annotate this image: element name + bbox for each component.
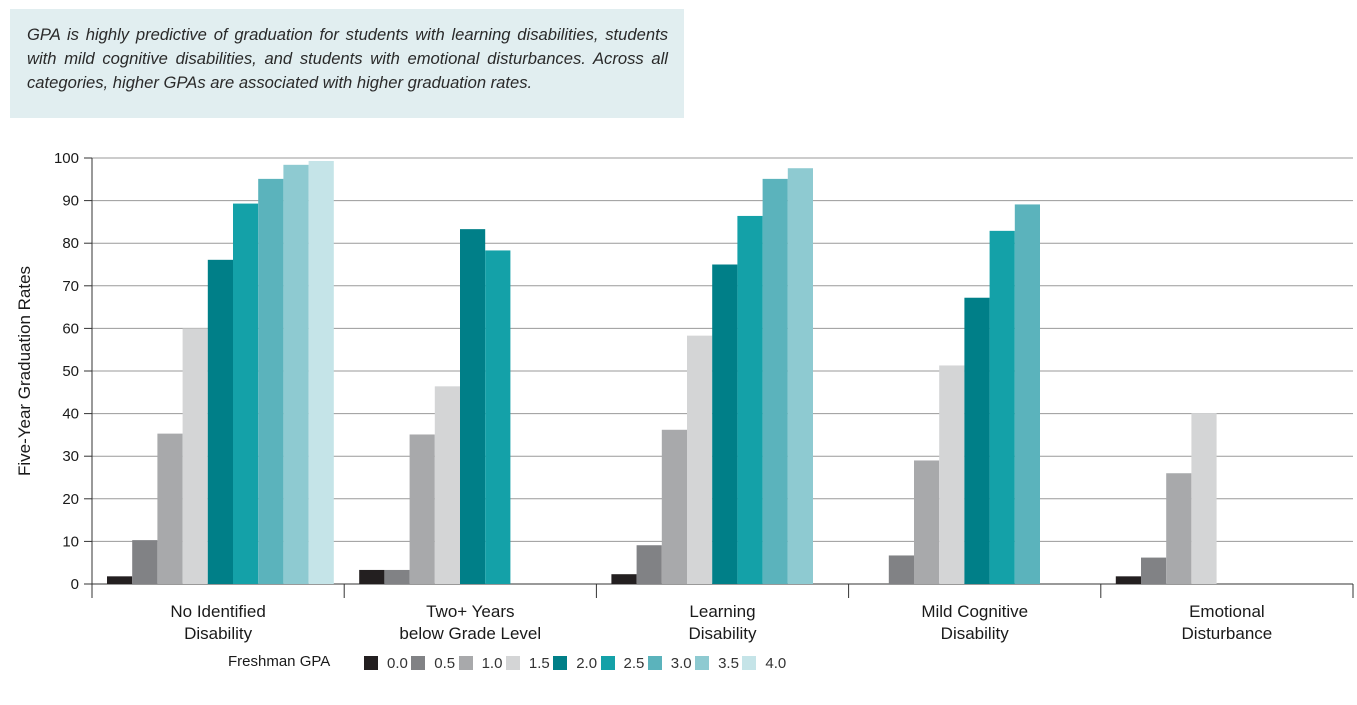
x-category-label: Disability [941, 624, 1010, 643]
bar [661, 429, 687, 584]
y-tick-label: 30 [62, 448, 79, 465]
x-category-label: Disability [688, 624, 757, 643]
bar [989, 230, 1015, 584]
x-category-label: Learning [689, 602, 755, 621]
legend-swatch [364, 656, 378, 670]
bar [434, 386, 460, 584]
legend-item: 1.5 [505, 651, 550, 675]
bar [182, 328, 208, 584]
y-tick-label: 0 [71, 576, 79, 593]
x-category-label: No Identified [170, 602, 265, 621]
callout-box: GPA is highly predictive of graduation f… [10, 9, 684, 118]
legend-item: 2.5 [600, 651, 645, 675]
bar [762, 178, 788, 584]
legend-label: 1.0 [481, 654, 503, 672]
legend-swatch [647, 656, 662, 670]
legend-item: 2.0 [553, 651, 597, 675]
legend-item: 3.0 [647, 651, 692, 675]
bar [964, 297, 990, 584]
legend-swatch [505, 656, 520, 670]
bar [359, 569, 385, 584]
x-category-label: Mild Cognitive [921, 602, 1028, 621]
bar [636, 545, 662, 584]
legend-swatch [553, 656, 568, 670]
bar [737, 215, 763, 584]
legend-label: 3.5 [718, 654, 739, 672]
bar [787, 168, 813, 584]
legend-item: 0.0 [364, 651, 408, 675]
legend-item: 0.5 [411, 651, 455, 675]
x-category-label: Two+ Years [426, 602, 514, 621]
x-category-label: below Grade Level [399, 624, 541, 643]
y-tick-label: 70 [62, 278, 79, 295]
legend-item: 4.0 [742, 651, 786, 675]
bar [132, 540, 158, 584]
bar [1014, 204, 1040, 584]
bar [914, 460, 940, 584]
legend: Freshman GPA 0.0 0.5 1.0 1.5 2.0 2.5 3.0 3.5 4.0 [0, 651, 1357, 675]
y-tick-label: 50 [62, 363, 79, 380]
bar [611, 574, 637, 584]
bar [308, 160, 334, 584]
bar [1115, 576, 1141, 584]
bar [233, 203, 259, 584]
bar [712, 264, 738, 584]
bar [157, 433, 183, 584]
bar [283, 164, 309, 585]
bar [1166, 473, 1192, 584]
legend-label: 4.0 [765, 654, 787, 672]
legend-label: 3.0 [670, 654, 692, 672]
legend-item: 1.0 [458, 651, 503, 675]
y-tick-label: 10 [62, 533, 79, 550]
x-category-label: Disability [184, 624, 253, 643]
callout-text: GPA is highly predictive of graduation f… [27, 25, 668, 92]
y-tick-label: 40 [62, 406, 79, 423]
x-category-label: Emotional [1189, 602, 1265, 621]
legend-label: 1.5 [528, 654, 550, 672]
legend-item: 3.5 [695, 651, 739, 675]
bar [687, 335, 713, 584]
bar-chart: 0 10 20 30 40 50 60 70 80 90 100 Five-Year Graduati… [15, 150, 1354, 643]
bar [207, 259, 233, 584]
bar [939, 365, 965, 584]
legend-swatch [600, 656, 615, 670]
y-tick-label: 100 [54, 150, 79, 167]
bar [1191, 413, 1217, 584]
legend-swatch [695, 656, 710, 670]
legend-swatch [742, 656, 757, 670]
legend-label: 0.0 [387, 654, 408, 672]
y-tick-label: 90 [62, 193, 79, 210]
y-tick-label: 20 [62, 491, 79, 508]
y-axis-label: Five-Year Graduation Rates [15, 266, 34, 476]
bar [460, 229, 486, 584]
legend-label: 2.0 [576, 654, 598, 672]
bar [1141, 557, 1167, 584]
legend-label: 0.5 [434, 654, 456, 672]
bar [409, 434, 435, 584]
legend-title: Freshman GPA [228, 653, 331, 670]
y-tick-label: 80 [62, 235, 79, 252]
bar [485, 250, 511, 584]
bar [258, 178, 284, 584]
legend-swatch [411, 656, 426, 670]
bar [107, 576, 133, 584]
y-tick-label: 60 [62, 320, 79, 337]
x-category-label: Disturbance [1182, 624, 1273, 643]
legend-label: 2.5 [623, 654, 645, 672]
bar [888, 555, 914, 584]
legend-swatch [458, 656, 473, 670]
bar [384, 569, 410, 584]
